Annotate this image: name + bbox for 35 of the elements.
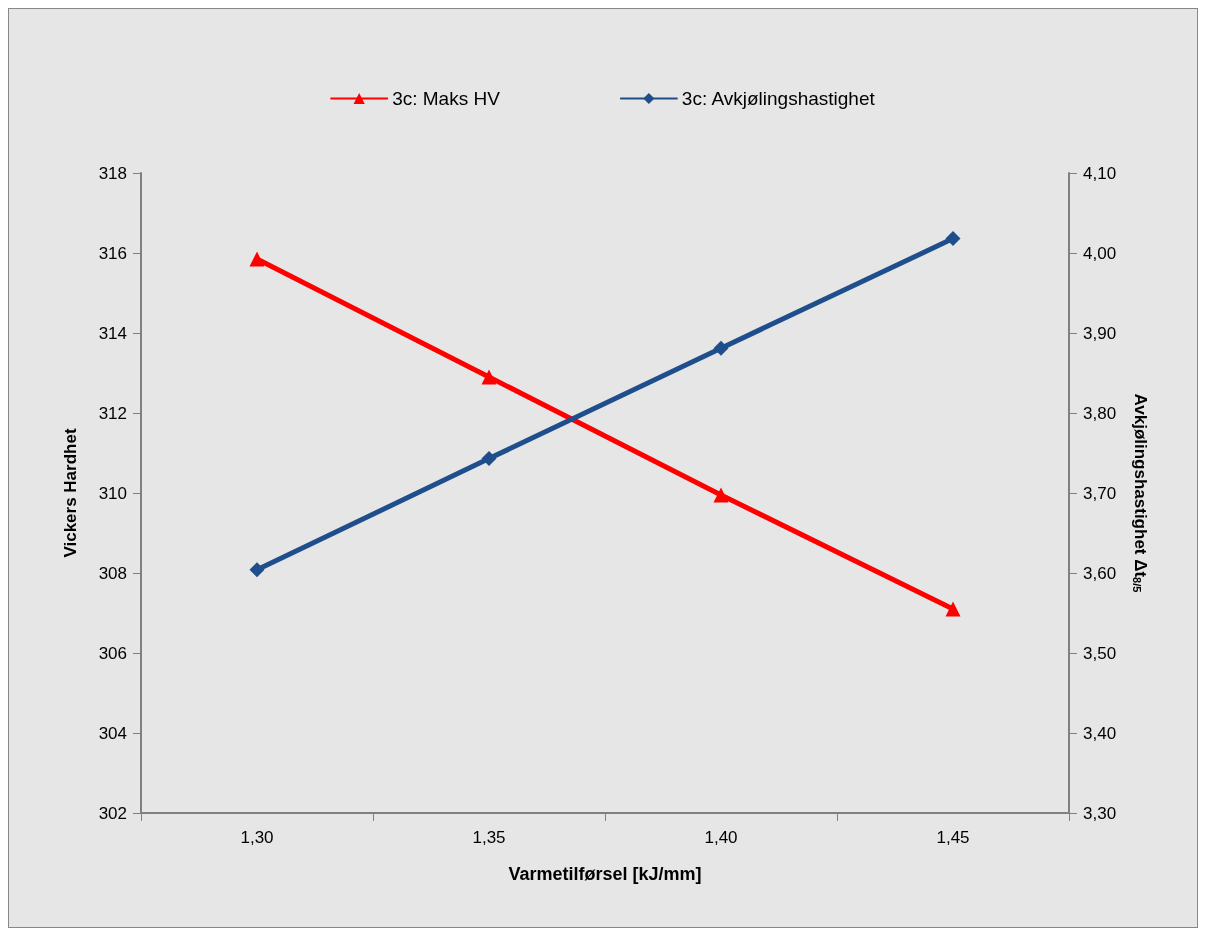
y-tick-label: 314 bbox=[98, 323, 127, 343]
y-tick-label: 310 bbox=[98, 483, 127, 503]
y2-tick-label: 3,60 bbox=[1083, 563, 1117, 583]
y-tick-label: 316 bbox=[98, 243, 127, 263]
x-axis-title: Varmetilførsel [kJ/mm] bbox=[508, 864, 702, 884]
y-tick-label: 308 bbox=[98, 563, 127, 583]
point bbox=[249, 251, 265, 267]
x-tick-label: 1,40 bbox=[704, 828, 738, 847]
y-axis-title: Vickers Hardhet bbox=[61, 428, 80, 558]
point bbox=[481, 369, 497, 385]
x-tick-label: 1,30 bbox=[240, 828, 274, 847]
point bbox=[249, 562, 265, 578]
y-tick-label: 302 bbox=[98, 803, 127, 823]
point bbox=[713, 340, 729, 356]
y-tick-label: 306 bbox=[98, 643, 127, 663]
point bbox=[945, 601, 961, 617]
x-tick-label: 1,35 bbox=[472, 828, 506, 847]
legend-label: 3c: Avkjølingshastighet bbox=[681, 88, 876, 109]
y2-tick-label: 3,90 bbox=[1083, 323, 1117, 343]
point bbox=[481, 451, 497, 467]
y2-tick-label: 3,80 bbox=[1083, 403, 1117, 423]
y-tick-label: 318 bbox=[98, 163, 127, 183]
y2-tick-label: 3,50 bbox=[1083, 643, 1117, 663]
x-tick-label: 1,45 bbox=[936, 828, 970, 847]
y2-tick-label: 3,70 bbox=[1083, 483, 1117, 503]
y2-tick-label: 3,30 bbox=[1083, 803, 1117, 823]
y2-tick-label: 3,40 bbox=[1083, 723, 1117, 743]
y-tick-label: 312 bbox=[98, 403, 127, 423]
point bbox=[945, 231, 961, 247]
y2-tick-label: 4,10 bbox=[1083, 163, 1117, 183]
y-tick-label: 304 bbox=[98, 723, 127, 743]
point bbox=[713, 487, 729, 503]
legend-label: 3c: Maks HV bbox=[392, 88, 501, 109]
y2-tick-label: 4,00 bbox=[1083, 243, 1117, 263]
y2-axis-title: Avkjølingshastighet Δt8/5 bbox=[1130, 393, 1150, 593]
